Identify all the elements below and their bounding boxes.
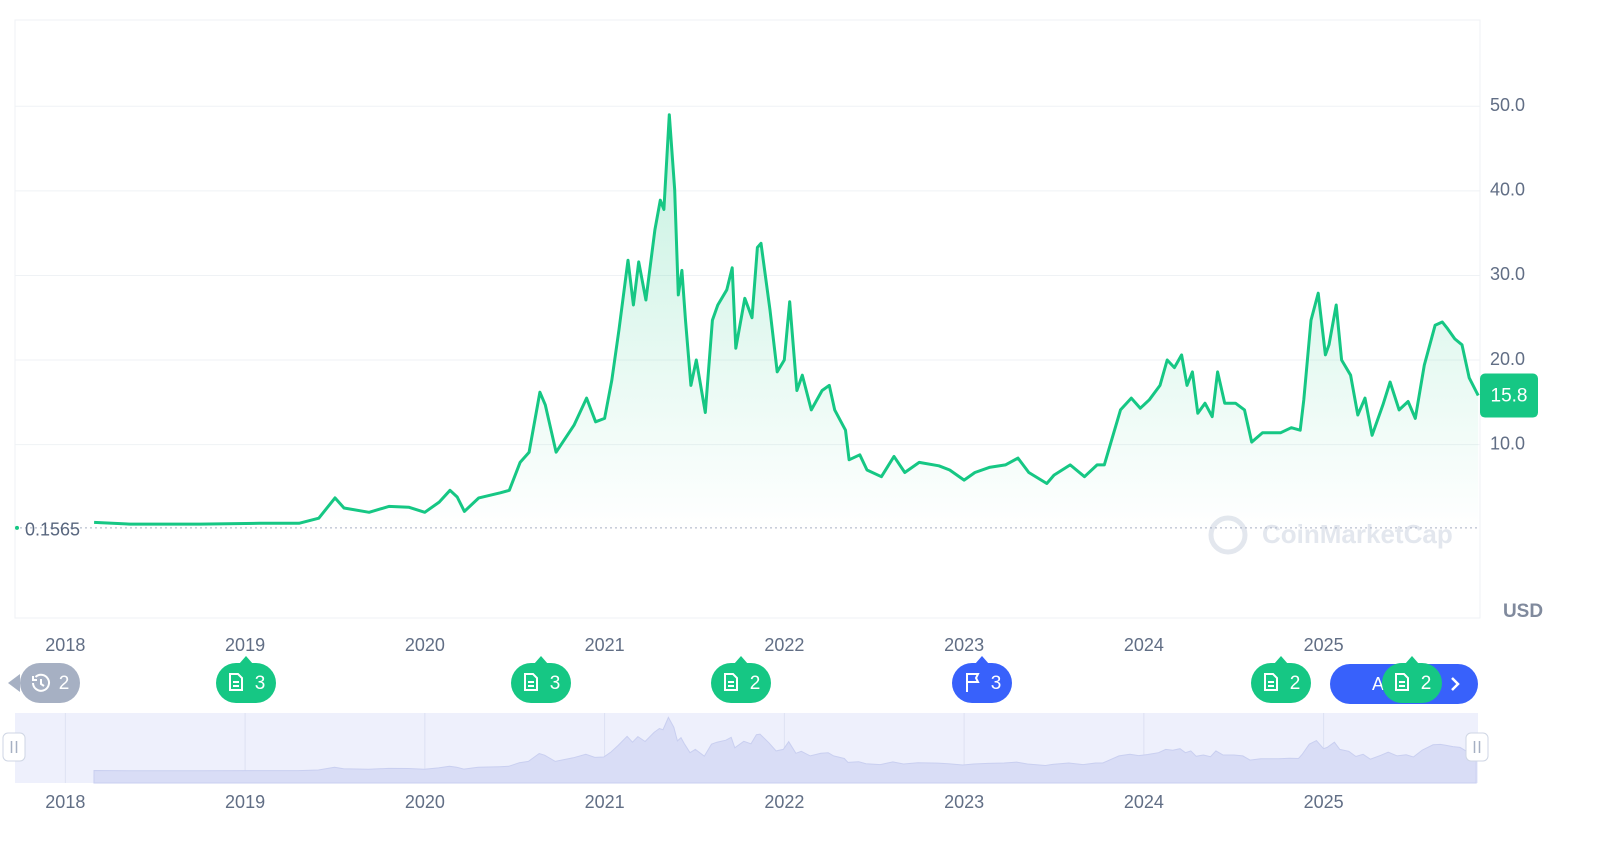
x-tick-label: 2023 <box>944 635 984 655</box>
event-count: 3 <box>550 673 561 694</box>
y-tick-label: 10.0 <box>1490 433 1525 453</box>
navigator-tick-label: 2025 <box>1304 792 1344 812</box>
navigator-tick-label: 2021 <box>585 792 625 812</box>
navigator-tick-label: 2023 <box>944 792 984 812</box>
navigator-handle[interactable] <box>2 732 26 762</box>
event-pointer <box>734 656 748 664</box>
event-pill <box>216 663 276 703</box>
overlay-label: A <box>1372 674 1384 694</box>
plot-frame <box>14 19 1481 619</box>
doc-icon <box>229 673 243 691</box>
event-badge[interactable]: 3 <box>216 656 276 703</box>
x-tick-label: 2018 <box>45 635 85 655</box>
event-pointer <box>1274 656 1288 664</box>
y-tick-label: 50.0 <box>1490 95 1525 115</box>
event-pointer <box>975 656 989 664</box>
overlay-arrow[interactable] <box>1451 677 1460 691</box>
event-badge[interactable]: 2 <box>711 656 771 703</box>
event-pointer <box>1405 656 1419 664</box>
navigator-tick-label: 2022 <box>764 792 804 812</box>
event-pointer <box>8 674 20 692</box>
event-pill <box>511 663 571 703</box>
event-pointer <box>239 656 253 664</box>
event-count: 2 <box>1290 673 1301 694</box>
doc-icon <box>524 673 538 691</box>
history-icon <box>32 673 50 692</box>
price-line <box>94 113 1480 526</box>
x-tick-label: 2025 <box>1304 635 1344 655</box>
navigator-handle[interactable] <box>1465 732 1489 762</box>
current-value: 15.8 <box>1491 386 1528 407</box>
unit-label: USD <box>1503 601 1543 622</box>
y-tick-label: 20.0 <box>1490 349 1525 369</box>
start-dot <box>15 525 19 530</box>
event-badge[interactable]: 3 <box>952 656 1012 703</box>
event-pointer <box>534 656 548 664</box>
y-tick-label: 30.0 <box>1490 264 1525 284</box>
event-count: 2 <box>750 673 761 694</box>
navigator-tick-label: 2020 <box>405 792 445 812</box>
event-count: 2 <box>59 673 70 694</box>
navigator-tick-label: 2024 <box>1124 792 1164 812</box>
event-count: 2 <box>1421 673 1432 694</box>
x-tick-label: 2021 <box>585 635 625 655</box>
navigator-area <box>93 716 1477 784</box>
event-pill <box>1251 663 1311 703</box>
navigator-handle-grip <box>1473 741 1481 753</box>
y-tick-label: 40.0 <box>1490 180 1525 200</box>
navigator-tick-label: 2019 <box>225 792 265 812</box>
doc-icon <box>1264 673 1278 691</box>
current-badge <box>1480 373 1538 418</box>
x-tick-label: 2019 <box>225 635 265 655</box>
doc-icon <box>1395 673 1409 691</box>
x-tick-label: 2024 <box>1124 635 1164 655</box>
start-label: 0.1565 <box>25 520 80 540</box>
event-badge[interactable]: 2 <box>8 663 80 703</box>
event-pill <box>952 663 1012 703</box>
x-tick-label: 2020 <box>405 635 445 655</box>
navigator-handle-grip <box>10 741 18 753</box>
flag-icon <box>966 673 980 692</box>
x-tick-label: 2022 <box>764 635 804 655</box>
area <box>94 114 1479 530</box>
event-badge[interactable]: 2 <box>1251 656 1311 703</box>
event-badge[interactable]: 2 <box>1382 656 1442 703</box>
event-badge[interactable]: 3 <box>511 656 571 703</box>
doc-icon <box>724 673 738 691</box>
event-pill <box>711 663 771 703</box>
event-count: 3 <box>255 673 266 694</box>
event-count: 3 <box>991 673 1002 694</box>
navigator-tick-label: 2018 <box>45 792 85 812</box>
event-pill <box>1382 663 1442 703</box>
